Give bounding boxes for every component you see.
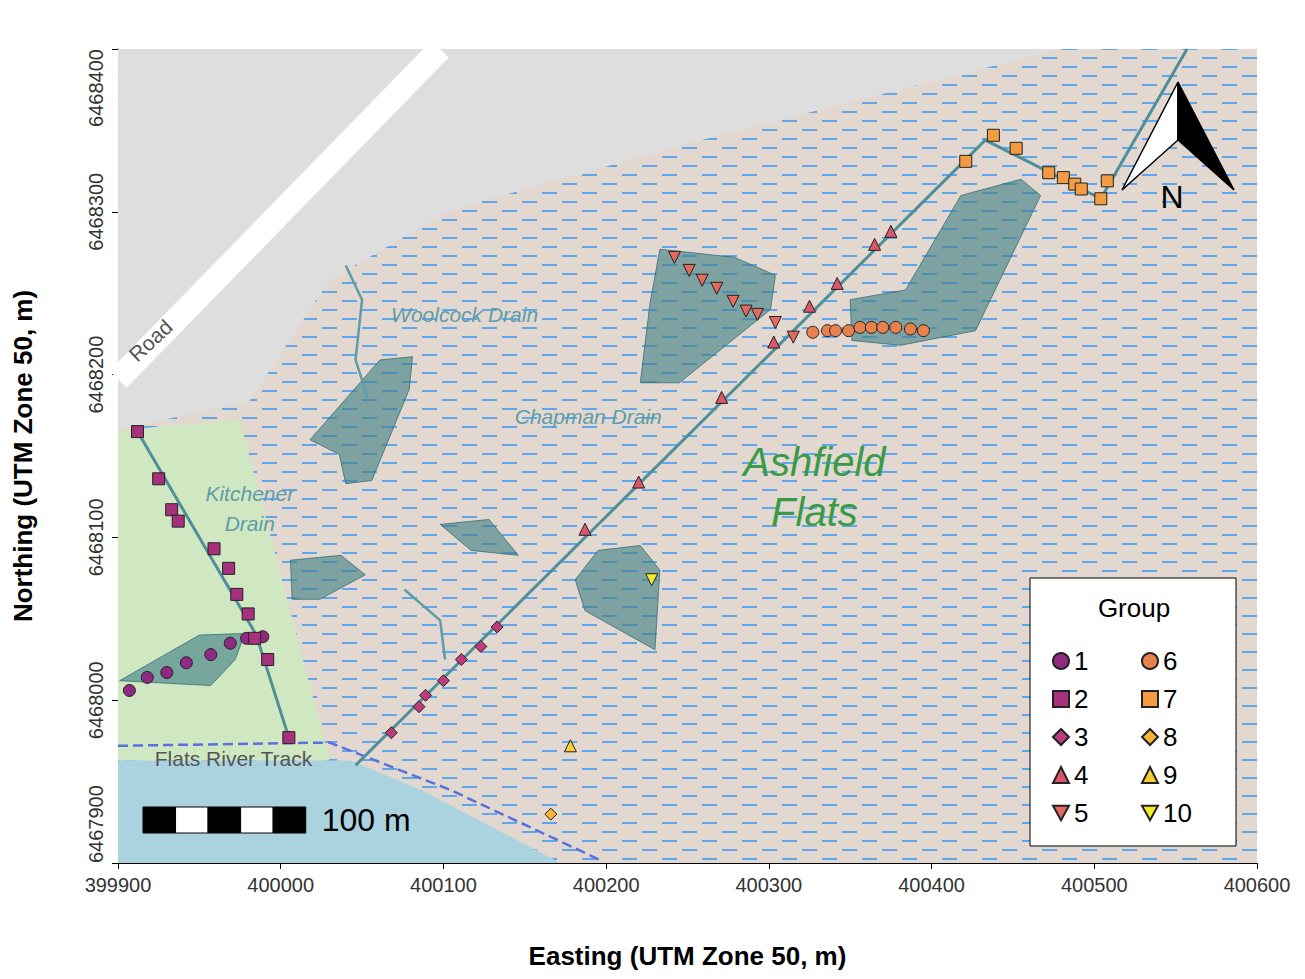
svg-text:6468300: 6468300 bbox=[85, 173, 107, 251]
svg-text:400300: 400300 bbox=[735, 874, 802, 896]
svg-text:Flats River Track: Flats River Track bbox=[155, 747, 313, 770]
svg-text:Group: Group bbox=[1098, 593, 1170, 623]
svg-text:400400: 400400 bbox=[898, 874, 965, 896]
svg-text:Drain: Drain bbox=[225, 512, 275, 535]
svg-text:6468400: 6468400 bbox=[85, 49, 107, 127]
svg-text:Woolcock Drain: Woolcock Drain bbox=[391, 303, 538, 326]
svg-text:3: 3 bbox=[1074, 722, 1088, 752]
svg-text:6468000: 6468000 bbox=[85, 661, 107, 739]
svg-text:Easting (UTM Zone 50, m): Easting (UTM Zone 50, m) bbox=[529, 941, 847, 971]
svg-text:400000: 400000 bbox=[247, 874, 314, 896]
svg-text:400600: 400600 bbox=[1224, 874, 1291, 896]
svg-text:Kitchener: Kitchener bbox=[205, 482, 295, 505]
svg-text:8: 8 bbox=[1163, 722, 1177, 752]
svg-text:Road: Road bbox=[124, 315, 176, 366]
svg-text:N: N bbox=[1160, 179, 1183, 215]
svg-text:4: 4 bbox=[1074, 760, 1088, 790]
svg-text:10: 10 bbox=[1163, 798, 1192, 828]
svg-text:2: 2 bbox=[1074, 684, 1088, 714]
svg-text:Northing (UTM Zone 50, m): Northing (UTM Zone 50, m) bbox=[8, 290, 38, 622]
svg-text:9: 9 bbox=[1163, 760, 1177, 790]
svg-text:1: 1 bbox=[1074, 646, 1088, 676]
svg-text:Ashfield: Ashfield bbox=[741, 440, 887, 484]
svg-text:400200: 400200 bbox=[573, 874, 640, 896]
svg-text:Chapman Drain: Chapman Drain bbox=[515, 405, 662, 428]
svg-text:6: 6 bbox=[1163, 646, 1177, 676]
svg-text:400500: 400500 bbox=[1061, 874, 1128, 896]
svg-text:6468100: 6468100 bbox=[85, 498, 107, 576]
svg-text:100 m: 100 m bbox=[322, 802, 411, 838]
svg-text:400100: 400100 bbox=[410, 874, 477, 896]
svg-text:6467900: 6467900 bbox=[85, 785, 107, 863]
svg-text:Flats: Flats bbox=[771, 490, 858, 534]
svg-text:7: 7 bbox=[1163, 684, 1177, 714]
svg-text:399900: 399900 bbox=[85, 874, 152, 896]
svg-text:5: 5 bbox=[1074, 798, 1088, 828]
svg-text:6468200: 6468200 bbox=[85, 336, 107, 414]
